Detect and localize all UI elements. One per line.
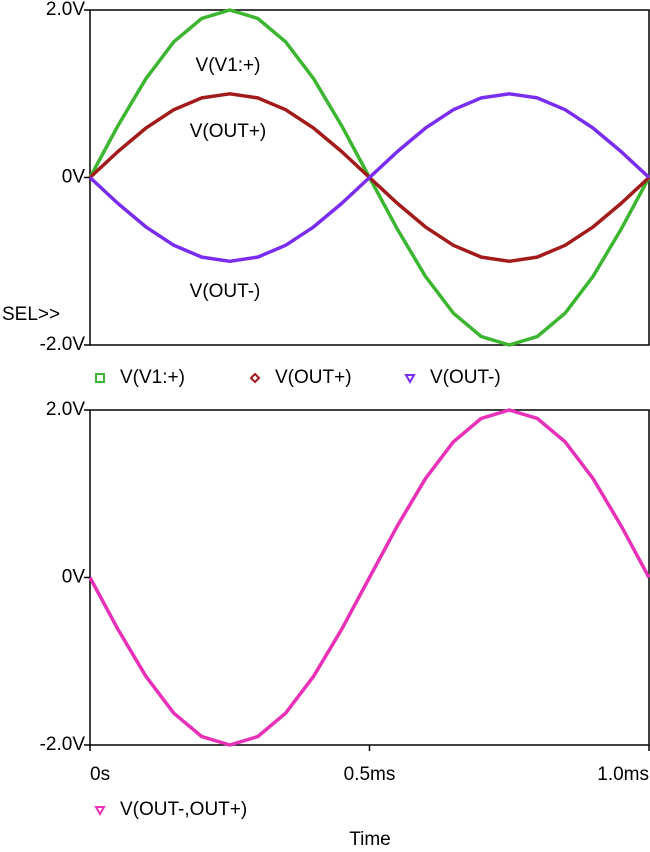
legend-label: V(V1:+)	[120, 367, 185, 388]
x-tick-label: 0s	[90, 764, 110, 785]
y-tick-label: -2.0V	[40, 734, 86, 755]
y-tick-label: 0V	[62, 567, 86, 588]
annotation: V(V1:+)	[196, 55, 261, 76]
y-tick-label: 2.0V	[46, 0, 85, 20]
legend-label: V(OUT+)	[275, 367, 352, 388]
legend-marker	[94, 806, 106, 817]
legend-marker	[404, 374, 416, 385]
x-axis-label: Time	[349, 829, 391, 850]
y-tick-label: 2.0V	[46, 399, 85, 420]
legend-label: V(OUT-)	[430, 367, 501, 388]
series-line	[88, 92, 650, 264]
series-line	[88, 408, 650, 747]
legend-marker	[249, 372, 261, 384]
y-tick-label: 0V	[62, 167, 86, 188]
annotation: SEL>>	[2, 304, 60, 325]
annotation: V(OUT+)	[190, 121, 267, 142]
x-tick-label: 1.0ms	[597, 764, 649, 785]
annotation: V(OUT-)	[190, 281, 261, 302]
legend-label: V(OUT-,OUT+)	[120, 799, 247, 820]
legend-marker	[95, 373, 105, 383]
x-tick-label: 0.5ms	[344, 764, 396, 785]
y-tick-label: -2.0V	[40, 334, 86, 355]
